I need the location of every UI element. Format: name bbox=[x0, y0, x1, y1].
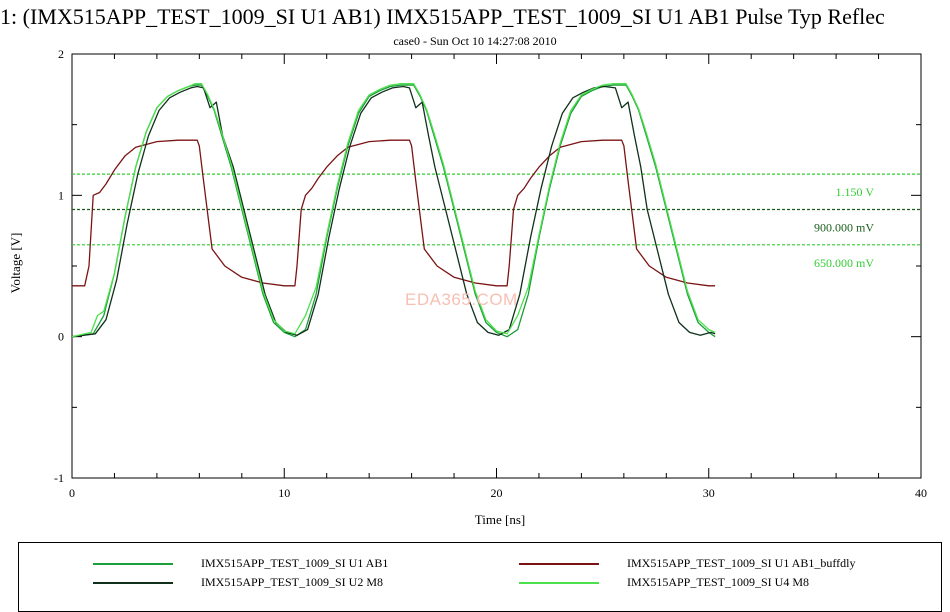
series-line bbox=[71, 83, 716, 338]
x-tick-label: 0 bbox=[69, 486, 75, 500]
waveform-chart: 0 10 20 30 40 -1 0 1 2 1.150 V 900.000 mV 650.000 … bbox=[54, 47, 927, 500]
threshold-label: 900.000 mV bbox=[814, 220, 874, 234]
chart-subtitle: case0 - Sun Oct 10 14:27:08 2010 bbox=[393, 34, 557, 48]
y-tick-label: 1 bbox=[58, 188, 64, 202]
legend-label: IMX515APP_TEST_1009_SI U1 AB1 bbox=[201, 556, 389, 570]
legend-label: IMX515APP_TEST_1009_SI U2 M8 bbox=[201, 575, 384, 589]
x-tick-label: 40 bbox=[915, 486, 927, 500]
legend-swatch bbox=[519, 582, 599, 584]
threshold-label: 1.150 V bbox=[836, 185, 875, 199]
x-tick-label: 30 bbox=[703, 486, 715, 500]
x-tick-label: 10 bbox=[278, 486, 290, 500]
legend-swatch bbox=[93, 563, 173, 565]
watermark: EDA365.COM bbox=[405, 290, 518, 309]
x-tick-label: 20 bbox=[491, 486, 503, 500]
y-axis-label: Voltage [V] bbox=[8, 232, 23, 294]
y-tick-label: 0 bbox=[58, 330, 64, 344]
legend: IMX515APP_TEST_1009_SI U1 AB1 IMX515APP_… bbox=[18, 542, 942, 612]
y-tick-label: 2 bbox=[58, 47, 64, 61]
legend-swatch bbox=[93, 582, 173, 584]
plot-frame bbox=[71, 53, 922, 479]
threshold-label: 650.000 mV bbox=[814, 256, 874, 270]
x-axis-label: Time [ns] bbox=[474, 512, 526, 527]
legend-label: IMX515APP_TEST_1009_SI U4 M8 bbox=[627, 575, 810, 589]
series-line bbox=[71, 85, 716, 338]
legend-label: IMX515APP_TEST_1009_SI U1 AB1_buffdly bbox=[627, 556, 856, 570]
series-line bbox=[72, 139, 716, 287]
window-title: 1: (IMX515APP_TEST_1009_SI U1 AB1) IMX51… bbox=[0, 4, 885, 29]
y-tick-label: -1 bbox=[54, 471, 64, 485]
legend-swatch bbox=[519, 563, 599, 565]
series-line bbox=[71, 84, 716, 338]
